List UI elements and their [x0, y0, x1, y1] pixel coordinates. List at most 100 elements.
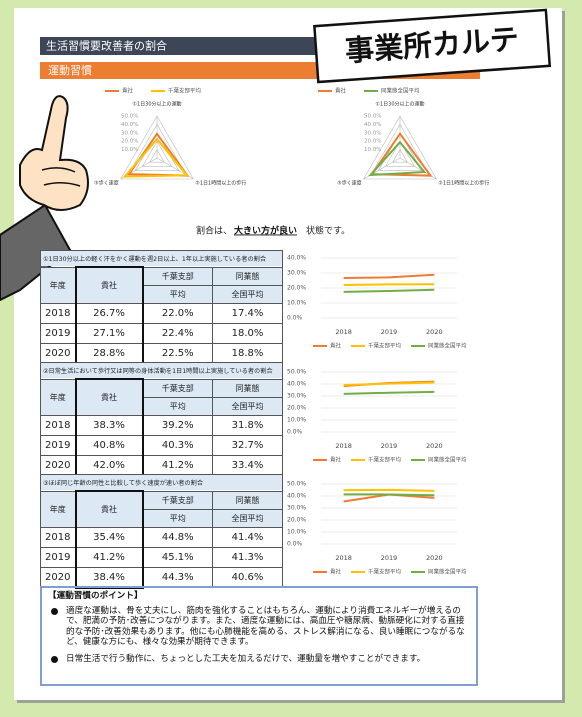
table-cell: 2019	[41, 547, 76, 567]
section-title: 運動習慣	[48, 63, 92, 77]
table-cell: 2019	[41, 435, 76, 455]
table-cell: 2018	[41, 303, 76, 323]
table-title: ③ほぼ同じ年齢の同性と比較して歩く速度が速い者の割合	[41, 475, 283, 492]
legend-label: 千葉支部平均	[368, 568, 402, 576]
radar-tick-label: 40.0%	[364, 122, 381, 128]
legend-label: 千葉支部平均	[368, 342, 402, 350]
header-cell: 年度	[41, 267, 76, 303]
y-tick-label: 20.0%	[287, 285, 306, 292]
header-row: 年度貴社千葉支部同業態	[41, 379, 283, 397]
radar-tick-label: 30.0%	[121, 130, 138, 136]
header-cell: 千葉支部	[143, 267, 213, 285]
point-item: 日常生活で行う動作に、ちょっとした工夫を加えるだけで、運動量を増やすことができま…	[48, 654, 470, 665]
table-cell: 41.4%	[213, 527, 283, 547]
radar-axis-label: ①1日30分以上の運動	[132, 101, 181, 108]
table-cell: 22.5%	[143, 343, 213, 364]
header-row: 年度貴社千葉支部同業態	[41, 267, 283, 285]
y-tick-label: 20.0%	[287, 517, 306, 524]
legend-label: 同業態全国平均	[428, 568, 467, 576]
legend-label: 貴社	[330, 456, 342, 464]
y-tick-label: 30.0%	[287, 505, 306, 512]
y-tick-label: 0.0%	[287, 315, 303, 322]
table-cell: 31.8%	[213, 415, 283, 435]
table-cell: 22.0%	[143, 303, 213, 323]
table-cell: 2018	[41, 415, 76, 435]
data-table: ②日常生活において歩行又は同等の身体活動を1日1時間以上実施している者の割合年度…	[40, 362, 283, 477]
header-cell: 全国平均	[213, 397, 283, 415]
title-row: ③ほぼ同じ年齢の同性と比較して歩く速度が速い者の割合	[41, 475, 283, 492]
table-cell: 38.3%	[76, 415, 143, 435]
series-line	[344, 275, 435, 278]
y-tick-label: 10.0%	[287, 417, 306, 424]
table-cell: 39.2%	[143, 415, 213, 435]
hand	[20, 96, 88, 210]
series-line	[344, 490, 435, 491]
y-tick-label: 10.0%	[287, 529, 306, 536]
series-line	[344, 494, 435, 495]
header-cell: 年度	[41, 491, 76, 527]
table-cell: 18.0%	[213, 323, 283, 343]
header-cell: 同業態	[213, 491, 283, 509]
header-cell: 貴社	[76, 491, 143, 527]
radar-tick-label: 20.0%	[121, 139, 138, 145]
header-row: 年度貴社千葉支部同業態	[41, 491, 283, 509]
note-before: 割合は、	[196, 225, 232, 237]
radar-tick-label: 50.0%	[121, 114, 138, 120]
table-cell: 32.7%	[213, 435, 283, 455]
series-line	[344, 392, 435, 394]
radar-axis-label: ①1日30分以上の運動	[375, 101, 424, 108]
data-row: 201941.2%45.1%41.3%	[41, 547, 283, 567]
y-tick-label: 50.0%	[287, 481, 306, 488]
doc-title: 生活習慣要改善者の割合	[46, 39, 167, 53]
title-row: ①1日30分以上の軽く汗をかく運動を週2日以上、1年以上実施している者の割合	[41, 251, 283, 268]
y-tick-label: 10.0%	[287, 300, 306, 307]
table-title: ①1日30分以上の軽く汗をかく運動を週2日以上、1年以上実施している者の割合	[41, 251, 283, 268]
legend-label: 貴社	[330, 568, 342, 576]
table-cell: 28.8%	[76, 343, 143, 364]
table-title: ②日常生活において歩行又は同等の身体活動を1日1時間以上実施している者の割合	[41, 363, 283, 380]
table-cell: 22.4%	[143, 323, 213, 343]
radar-axis-label: ③歩く速度	[94, 180, 118, 187]
data-table: ①1日30分以上の軽く汗をかく運動を週2日以上、1年以上実施している者の割合年度…	[40, 250, 283, 365]
stamp: 事業所カルテ	[314, 10, 549, 82]
data-table: ③ほぼ同じ年齢の同性と比較して歩く速度が速い者の割合年度貴社千葉支部同業態平均全…	[40, 474, 283, 589]
y-tick-label: 0.0%	[287, 541, 303, 548]
page: 生活習慣要改善者の割合 運動習慣 事業所カルテ 割合は、 大きい方が良い 状態で…	[0, 0, 582, 717]
y-tick-label: 40.0%	[287, 493, 306, 500]
y-tick-label: 40.0%	[287, 381, 306, 388]
x-tick-label: 2018	[335, 328, 352, 336]
header-cell: 千葉支部	[143, 491, 213, 509]
radar-axis-label: ②1日1時間以上の歩行	[195, 180, 246, 187]
table-cell: 40.8%	[76, 435, 143, 455]
legend-label: 千葉支部平均	[168, 87, 202, 95]
radar-axis-label: ③歩く速度	[337, 180, 361, 187]
radar-tick-label: 30.0%	[364, 130, 381, 136]
series-line	[344, 284, 435, 285]
radar-tick-label: 20.0%	[364, 139, 381, 145]
legend-label: 千葉支部平均	[368, 456, 402, 464]
table-cell: 41.2%	[76, 547, 143, 567]
header-cell: 同業態	[213, 267, 283, 285]
points-title: 【運動習慣のポイント】	[48, 591, 470, 602]
series-line	[344, 383, 435, 385]
points-box: 【運動習慣のポイント】 適度な運動は、骨を丈夫にし、筋肉を強化することはもちろん…	[40, 586, 478, 686]
table-cell: 40.6%	[213, 567, 283, 588]
x-tick-label: 2019	[381, 554, 398, 562]
table-cell: 45.1%	[143, 547, 213, 567]
header-cell: 年度	[41, 379, 76, 415]
legend-label: 同業態全国平均	[381, 87, 420, 95]
point-item: 適度な運動は、骨を丈夫にし、筋肉を強化することはもちろん、運動により消費エネルギ…	[48, 606, 470, 648]
header-cell: 平均	[143, 397, 213, 415]
table-cell: 2019	[41, 323, 76, 343]
radar-axis-label: ②1日1時間以上の歩行	[438, 180, 489, 187]
y-tick-label: 50.0%	[287, 369, 306, 376]
table-cell: 18.8%	[213, 343, 283, 364]
legend-label: 貴社	[330, 342, 342, 350]
radar-tick-label: 50.0%	[364, 114, 381, 120]
